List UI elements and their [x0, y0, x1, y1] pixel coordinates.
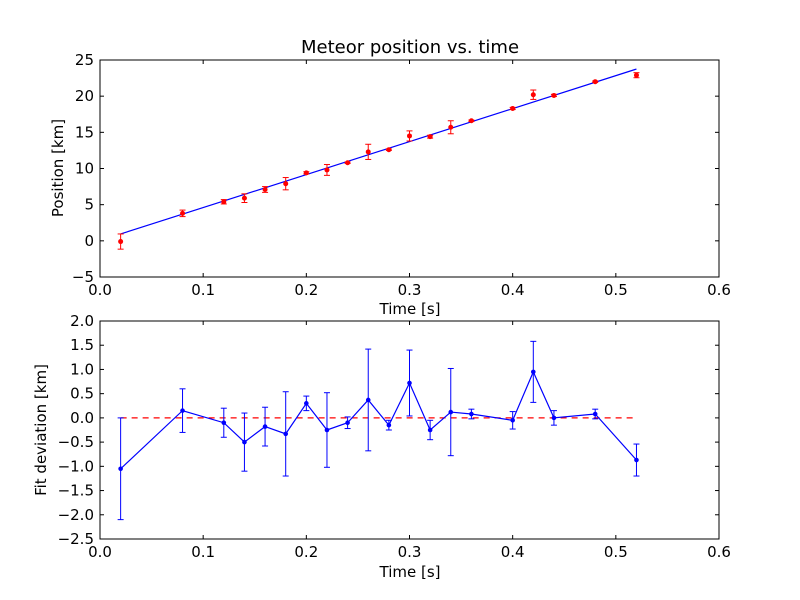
- x-tick-label: 0.6: [707, 281, 731, 299]
- data-point: [303, 170, 309, 176]
- x-tick-label: 0.1: [191, 543, 215, 561]
- data-point: [448, 409, 454, 415]
- position-chart: Meteor position vs. time 0.0 0.1 0.2 0.3 0.4…: [49, 37, 731, 318]
- data-point: [118, 466, 123, 472]
- data-point: [510, 105, 516, 111]
- data-point: [304, 401, 309, 406]
- data-point: [345, 160, 351, 166]
- x-tick-label: 0.2: [294, 543, 318, 561]
- data-point: [180, 408, 185, 413]
- y-tick-label: −2.5: [58, 530, 94, 548]
- y-tick-label: 1.5: [70, 336, 94, 354]
- data-point: [592, 411, 598, 417]
- x-axis-ticks: 0.0 0.1 0.2 0.3 0.4 0.5 0.6: [88, 321, 731, 561]
- data-point: [365, 149, 371, 155]
- y-tick-label: −5: [72, 268, 94, 286]
- position-marks: [117, 68, 640, 250]
- y-axis-ticks: −2.5 −2.0 −1.5 −1.0 −0.5 0.0 0.5 1.0 1.5 2.0: [58, 312, 719, 548]
- x-tick-label: 0.4: [501, 281, 525, 299]
- data-point: [551, 415, 557, 421]
- y-tick-label: 5: [84, 196, 94, 214]
- deviation-marks: [117, 340, 640, 521]
- x-axis-label: Time [s]: [379, 563, 441, 581]
- data-point: [551, 92, 557, 98]
- data-point: [468, 118, 474, 124]
- data-point: [386, 422, 392, 428]
- x-tick-label: 0.4: [501, 543, 525, 561]
- y-axis-label: Position [km]: [49, 119, 67, 217]
- x-tick-label: 0.0: [88, 543, 112, 561]
- data-point: [386, 147, 392, 153]
- fit-line: [120, 68, 637, 235]
- data-point: [530, 92, 536, 98]
- y-tick-label: 15: [75, 123, 94, 141]
- x-tick-label: 0.5: [604, 543, 628, 561]
- x-tick-label: 0.1: [191, 281, 215, 299]
- x-tick-label: 0.3: [398, 281, 422, 299]
- data-point: [221, 199, 227, 205]
- data-point: [531, 369, 536, 375]
- x-tick-label: 0.6: [707, 543, 731, 561]
- data-point: [262, 424, 268, 429]
- data-point: [180, 210, 186, 216]
- x-tick-label: 0.5: [604, 281, 628, 299]
- data-point: [283, 181, 289, 187]
- data-point: [510, 418, 515, 423]
- data-point: [324, 427, 330, 433]
- y-tick-label: 0: [84, 232, 94, 250]
- data-point: [365, 397, 371, 403]
- data-point: [241, 195, 247, 201]
- data-point: [448, 124, 454, 130]
- data-point: [262, 186, 268, 192]
- y-tick-label: −0.5: [58, 433, 94, 451]
- data-point: [221, 420, 227, 426]
- data-point: [427, 427, 433, 433]
- deviation-line: [120, 370, 637, 470]
- data-point: [469, 411, 474, 417]
- y-tick-label: −2.0: [58, 506, 94, 524]
- x-tick-label: 0.0: [88, 281, 112, 299]
- chart-title: Meteor position vs. time: [301, 37, 519, 58]
- y-tick-label: −1.5: [58, 482, 94, 500]
- x-axis-label: Time [s]: [379, 300, 441, 318]
- y-tick-label: 25: [75, 51, 94, 69]
- y-tick-label: 0.0: [70, 409, 94, 427]
- data-point: [407, 133, 412, 139]
- data-point: [242, 439, 247, 445]
- data-point: [345, 420, 350, 426]
- y-tick-label: 2.0: [70, 312, 94, 330]
- y-axis-label: Fit deviation [km]: [32, 364, 50, 496]
- data-point: [324, 167, 330, 173]
- deviation-chart: 0.0 0.1 0.2 0.3 0.4 0.5 0.6 −2.5 −2.0 −1.5 −1.0 −0…: [32, 312, 731, 581]
- data-point: [633, 72, 639, 78]
- data-point: [118, 239, 124, 245]
- data-point: [427, 134, 433, 140]
- y-tick-label: 20: [75, 87, 94, 105]
- data-point: [592, 79, 598, 85]
- data-point: [634, 457, 639, 463]
- data-point: [283, 431, 289, 437]
- x-tick-label: 0.3: [398, 543, 422, 561]
- data-point: [407, 380, 412, 386]
- x-tick-label: 0.2: [294, 281, 318, 299]
- x-axis-ticks: 0.0 0.1 0.2 0.3 0.4 0.5 0.6: [88, 60, 731, 299]
- y-tick-label: −1.0: [58, 457, 94, 475]
- y-tick-label: 10: [75, 160, 94, 178]
- y-axis-ticks: −5 0 5 10 15 20 25: [72, 51, 719, 286]
- y-tick-label: 0.5: [70, 385, 94, 403]
- y-tick-label: 1.0: [70, 360, 94, 378]
